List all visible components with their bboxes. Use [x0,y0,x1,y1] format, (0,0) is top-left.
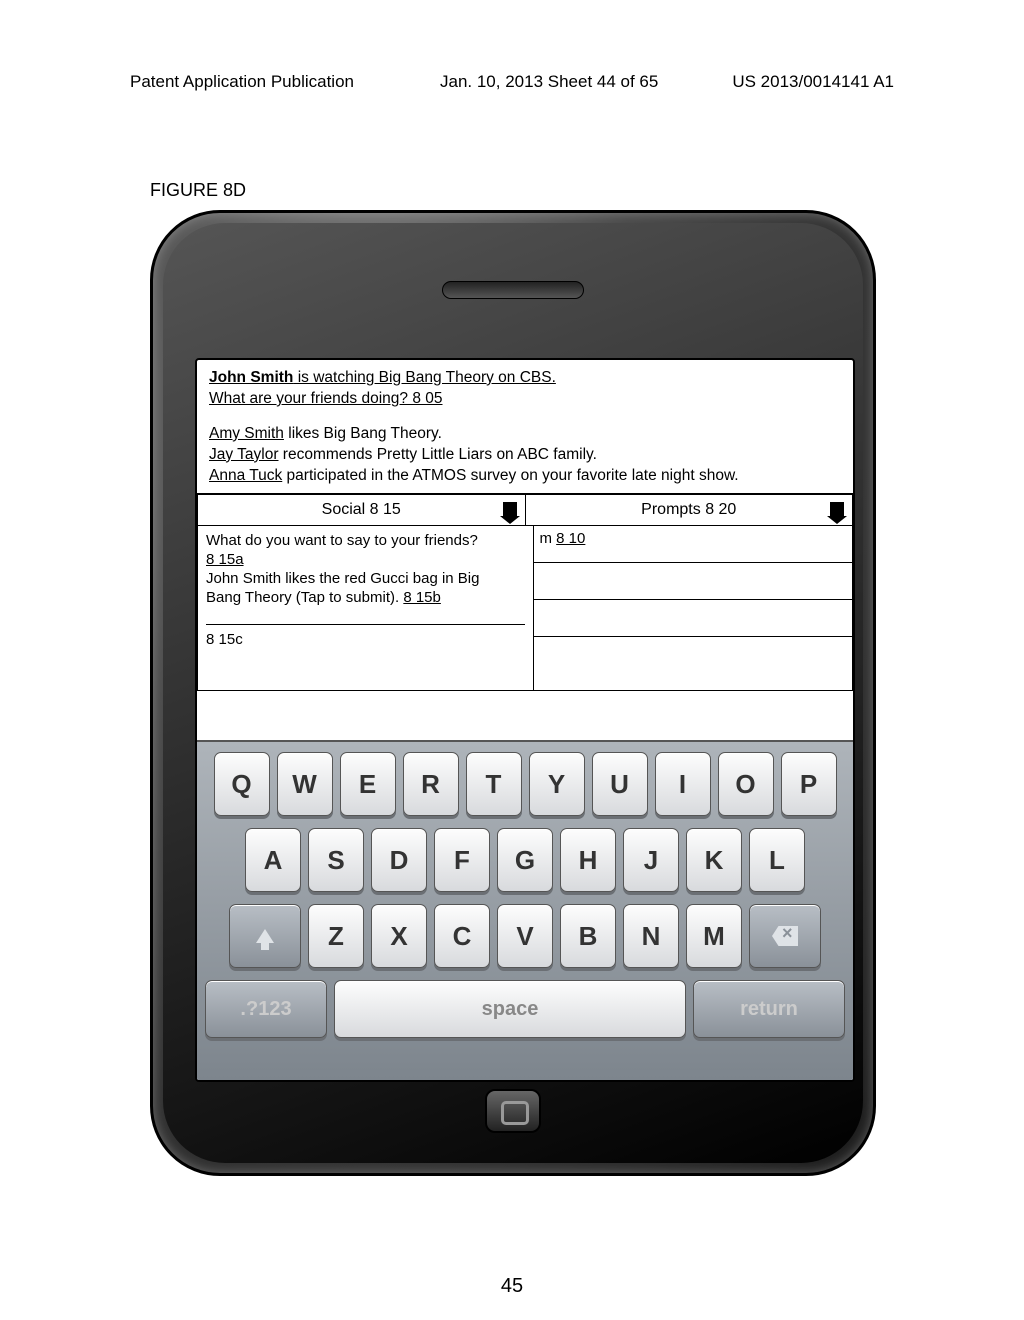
key-c[interactable]: C [434,904,490,968]
key-k[interactable]: K [686,828,742,892]
key-m[interactable]: M [686,904,742,968]
dropdown-icon[interactable] [830,502,844,518]
key-h[interactable]: H [560,828,616,892]
key-b[interactable]: B [560,904,616,968]
feed-line-1: John Smith is watching Big Bang Theory o… [209,368,841,389]
key-f[interactable]: F [434,828,490,892]
backspace-icon [772,926,798,946]
feed-line-4: Jay Taylor recommends Pretty Little Liar… [209,445,841,466]
prompts-panel: m 8 10 [534,526,854,691]
page-header: Patent Application Publication Jan. 10, … [0,72,1024,92]
key-e[interactable]: E [340,752,396,816]
key-s[interactable]: S [308,828,364,892]
key-d[interactable]: D [371,828,427,892]
tab-prompts-label: Prompts 8 20 [641,501,736,519]
ref-8-10: 8 10 [556,530,585,547]
feed-line-2[interactable]: What are your friends doing? 8 05 [209,389,841,410]
key-z[interactable]: Z [308,904,364,968]
ref-8-15c: 8 15c [206,624,525,648]
phone-frame: John Smith is watching Big Bang Theory o… [150,210,876,1176]
prompt-cell-1[interactable]: m 8 10 [534,526,853,563]
key-r[interactable]: R [403,752,459,816]
page-number: 45 [501,1275,523,1298]
header-left: Patent Application Publication [130,72,354,92]
tab-prompts[interactable]: Prompts 8 20 [526,494,854,526]
feed-user-1[interactable]: John Smith [209,369,293,386]
key-numbers[interactable]: .?123 [205,980,327,1038]
key-t[interactable]: T [466,752,522,816]
key-shift[interactable] [229,904,301,968]
key-space[interactable]: space [334,980,686,1038]
key-v[interactable]: V [497,904,553,968]
key-y[interactable]: Y [529,752,585,816]
panels-row: What do you want to say to your friends?… [197,526,853,691]
keyboard-row-3: Z X C V B N M [205,904,845,968]
key-x[interactable]: X [371,904,427,968]
keyboard-row-2: A S D F G H J K L [205,828,845,892]
feed-user-5[interactable]: Anna Tuck [209,467,282,484]
key-l[interactable]: L [749,828,805,892]
social-draft-2[interactable]: Bang Theory (Tap to submit). 8 15b [206,589,525,606]
key-q[interactable]: Q [214,752,270,816]
figure-label: FIGURE 8D [150,180,246,201]
speaker-icon [442,281,584,299]
key-w[interactable]: W [277,752,333,816]
keyboard: Q W E R T Y U I O P A S D [197,740,853,1080]
keyboard-row-1: Q W E R T Y U I O P [205,752,845,816]
dropdown-icon[interactable] [503,502,517,518]
key-i[interactable]: I [655,752,711,816]
prompt-cell-3[interactable] [534,600,853,637]
feed-user-4[interactable]: Jay Taylor [209,446,279,463]
key-backspace[interactable] [749,904,821,968]
key-n[interactable]: N [623,904,679,968]
social-draft-1[interactable]: John Smith likes the red Gucci bag in Bi… [206,570,525,587]
phone-body: John Smith is watching Big Bang Theory o… [163,223,863,1163]
prompt-cell-4[interactable] [534,637,853,673]
keyboard-row-4: .?123 space return [205,980,845,1038]
feed-line-5: Anna Tuck participated in the ATMOS surv… [209,466,841,487]
shift-icon [256,929,274,943]
tab-row: Social 8 15 Prompts 8 20 [197,494,853,526]
phone-screen: John Smith is watching Big Bang Theory o… [195,358,855,1082]
key-a[interactable]: A [245,828,301,892]
tab-social-label: Social 8 15 [322,501,401,519]
home-button[interactable] [485,1089,541,1133]
prompt-cell-2[interactable] [534,563,853,600]
social-question: What do you want to say to your friends? [206,532,525,549]
feed-line-3: Amy Smith likes Big Bang Theory. [209,424,841,445]
key-o[interactable]: O [718,752,774,816]
ref-8-15a: 8 15a [206,551,525,568]
header-center: Jan. 10, 2013 Sheet 44 of 65 [440,72,658,92]
key-u[interactable]: U [592,752,648,816]
key-j[interactable]: J [623,828,679,892]
tab-social[interactable]: Social 8 15 [197,494,526,526]
ref-8-15b: 8 15b [403,589,441,606]
key-g[interactable]: G [497,828,553,892]
feed-user-3[interactable]: Amy Smith [209,425,284,442]
key-p[interactable]: P [781,752,837,816]
activity-feed: John Smith is watching Big Bang Theory o… [197,360,853,494]
header-right: US 2013/0014141 A1 [732,72,894,92]
key-return[interactable]: return [693,980,845,1038]
social-panel: What do you want to say to your friends?… [197,526,534,691]
